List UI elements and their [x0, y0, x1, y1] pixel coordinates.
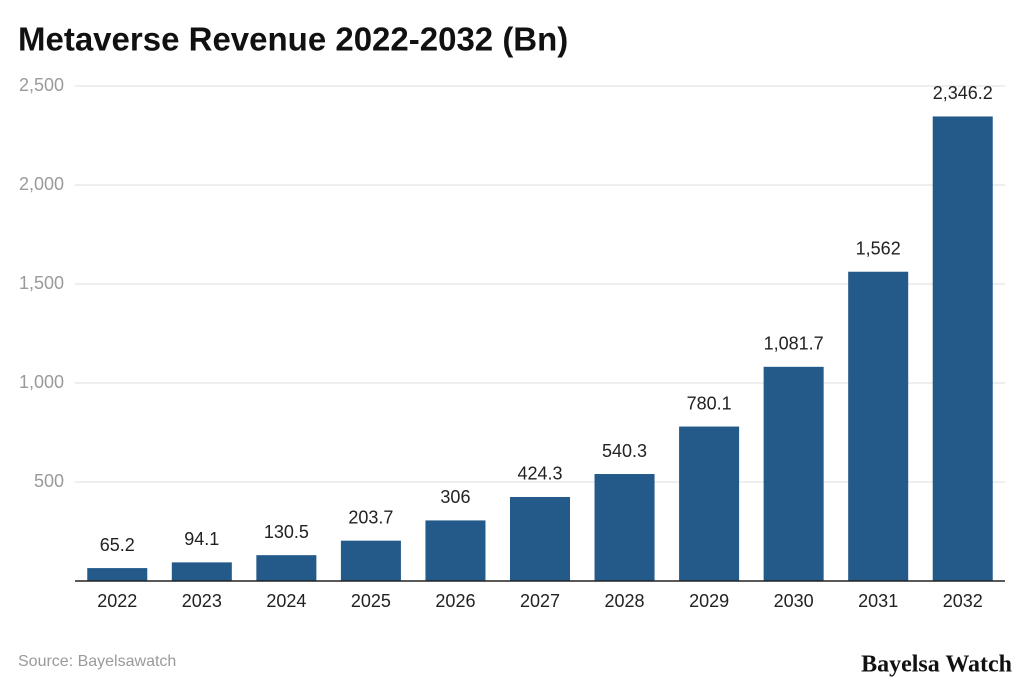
- bar: [932, 116, 993, 582]
- y-tick-label: 2,500: [19, 75, 64, 95]
- x-tick-label: 2026: [435, 591, 475, 611]
- data-label: 203.7: [348, 507, 393, 527]
- bar: [87, 568, 148, 581]
- bar: [425, 520, 486, 581]
- x-tick-label: 2024: [266, 591, 306, 611]
- bar: [848, 271, 909, 581]
- x-tick-label: 2030: [774, 591, 814, 611]
- x-tick-label: 2028: [605, 591, 645, 611]
- bar: [594, 474, 655, 581]
- x-tick-label: 2025: [351, 591, 391, 611]
- data-label: 306: [440, 487, 470, 507]
- x-tick-label: 2029: [689, 591, 729, 611]
- data-label: 94.1: [184, 529, 219, 549]
- data-label: 2,346.2: [933, 83, 993, 103]
- data-label: 65.2: [100, 535, 135, 555]
- y-tick-label: 1,500: [19, 273, 64, 293]
- y-tick-label: 1,000: [19, 372, 64, 392]
- watermark: Bayelsa Watch: [861, 652, 1012, 678]
- bar: [171, 562, 232, 581]
- x-tick-label: 2031: [858, 591, 898, 611]
- y-tick-label: 2,000: [19, 174, 64, 194]
- x-tick-label: 2023: [182, 591, 222, 611]
- x-tick-label: 2027: [520, 591, 560, 611]
- data-label: 780.1: [687, 393, 732, 413]
- source: Source: Bayelsawatch: [18, 653, 176, 670]
- bar: [679, 426, 740, 581]
- chart-title: Metaverse Revenue 2022-2032 (Bn): [18, 21, 568, 58]
- bar: [763, 366, 824, 581]
- bar: [509, 496, 571, 581]
- data-label: 540.3: [602, 441, 647, 461]
- x-tick-label: 2022: [97, 591, 137, 611]
- data-label: 1,562: [856, 238, 901, 258]
- bar: [256, 555, 317, 581]
- y-tick-label: 500: [34, 471, 64, 491]
- data-label: 1,081.7: [764, 334, 824, 354]
- bar: [340, 540, 401, 581]
- data-label: 424.3: [517, 464, 562, 484]
- data-label: 130.5: [264, 522, 309, 542]
- x-tick-label: 2032: [943, 591, 983, 611]
